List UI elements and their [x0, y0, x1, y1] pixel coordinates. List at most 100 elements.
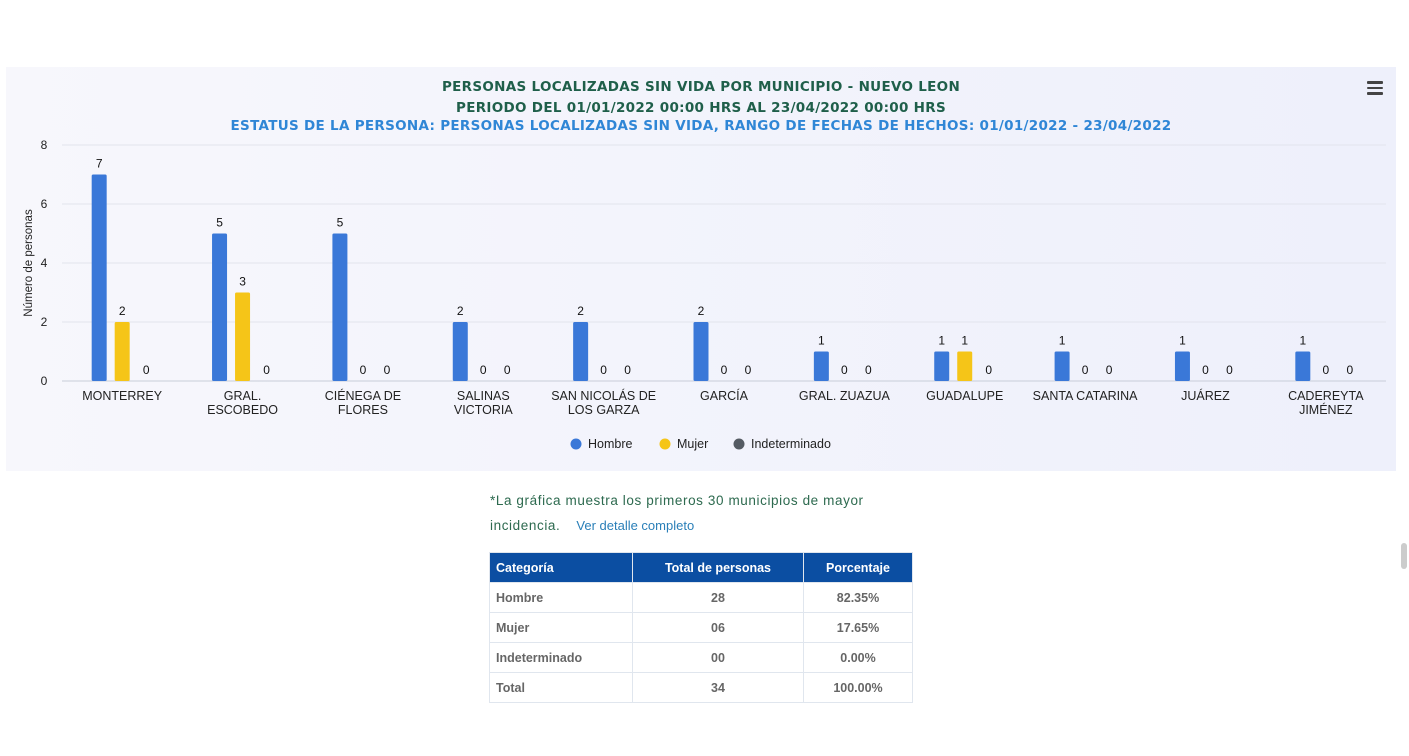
- legend-label: Hombre: [588, 437, 633, 451]
- x-tick-label: GARCÍA: [700, 388, 749, 403]
- y-tick-label: 0: [41, 374, 48, 388]
- legend-marker-hombre: [570, 438, 582, 450]
- data-label: 0: [1346, 363, 1353, 377]
- data-label: 0: [143, 363, 150, 377]
- summary-table: Categoría Total de personas Porcentaje H…: [489, 552, 913, 703]
- data-label: 0: [624, 363, 631, 377]
- cell: 0.00%: [803, 642, 913, 673]
- cell: Mujer: [489, 612, 633, 643]
- data-label: 1: [1299, 334, 1306, 348]
- header-porcentaje: Porcentaje: [803, 552, 913, 583]
- x-tick-label: VICTORIA: [454, 403, 513, 417]
- bar-hombre: [573, 322, 589, 381]
- cell: 00: [632, 642, 804, 673]
- data-label: 0: [1202, 363, 1209, 377]
- cell: Indeterminado: [489, 642, 633, 673]
- table-row: Total 34 100.00%: [489, 672, 913, 703]
- data-label: 0: [384, 363, 391, 377]
- bar-hombre: [452, 322, 468, 381]
- data-label: 0: [865, 363, 872, 377]
- data-label: 7: [96, 157, 103, 171]
- cell: 06: [632, 612, 804, 643]
- cell: 100.00%: [803, 672, 913, 703]
- x-tick-label: JIMÉNEZ: [1299, 402, 1353, 417]
- chart-menu-button[interactable]: [1364, 78, 1386, 98]
- bar-hombre: [934, 351, 950, 381]
- data-label: 2: [577, 304, 584, 318]
- x-tick-label: SAN NICOLÁS DE: [551, 388, 656, 403]
- bar-hombre: [91, 174, 107, 381]
- data-label: 1: [961, 334, 968, 348]
- data-label: 1: [1179, 334, 1186, 348]
- x-tick-label: ESCOBEDO: [207, 403, 278, 417]
- data-label: 5: [337, 216, 344, 230]
- hamburger-line: [1367, 92, 1383, 95]
- x-tick-label: MONTERREY: [82, 389, 163, 403]
- legend-marker-indeterminado: [733, 438, 745, 450]
- cell: Total: [489, 672, 633, 703]
- data-label: 1: [938, 334, 945, 348]
- view-details-link[interactable]: Ver detalle completo: [576, 518, 695, 533]
- y-tick-label: 8: [41, 138, 48, 152]
- x-tick-label: SANTA CATARINA: [1033, 389, 1139, 403]
- data-label: 5: [216, 216, 223, 230]
- bar-chart: PERSONAS LOCALIZADAS SIN VIDA POR MUNICI…: [23, 79, 1386, 451]
- cell: Hombre: [489, 582, 633, 613]
- bar-mujer: [235, 292, 251, 381]
- bar-hombre: [1295, 351, 1311, 381]
- data-label: 3: [239, 275, 246, 289]
- x-tick-label: CADEREYTA: [1288, 389, 1364, 403]
- data-label: 0: [745, 363, 752, 377]
- x-tick-label: GRAL. ZUAZUA: [799, 389, 891, 403]
- data-label: 1: [818, 334, 825, 348]
- bar-hombre: [1054, 351, 1070, 381]
- data-label: 0: [721, 363, 728, 377]
- data-label: 1: [1059, 334, 1066, 348]
- chart-note: *La gráfica muestra los primeros 30 muni…: [490, 488, 920, 538]
- bar-hombre: [332, 233, 348, 381]
- table-row: Hombre 28 82.35%: [489, 582, 913, 613]
- bar-hombre: [212, 233, 228, 381]
- note-text: *La gráfica muestra los primeros 30 muni…: [490, 493, 864, 533]
- bar-hombre: [1174, 351, 1190, 381]
- data-label: 0: [1106, 363, 1113, 377]
- chart-subtitle-status: ESTATUS DE LA PERSONA: PERSONAS LOCALIZA…: [231, 118, 1172, 134]
- scrollbar-thumb[interactable]: [1401, 543, 1407, 569]
- bar-mujer: [957, 351, 973, 381]
- table-row: Indeterminado 00 0.00%: [489, 642, 913, 673]
- cell: 28: [632, 582, 804, 613]
- cell: 34: [632, 672, 804, 703]
- bar-hombre: [813, 351, 829, 381]
- chart-panel: [6, 67, 1396, 471]
- table-row: Mujer 06 17.65%: [489, 612, 913, 643]
- x-tick-label: CIÉNEGA DE: [325, 388, 401, 403]
- data-label: 0: [841, 363, 848, 377]
- legend-label: Mujer: [677, 437, 708, 451]
- bar-hombre: [693, 322, 709, 381]
- y-axis-label: Número de personas: [23, 209, 35, 317]
- cell: 82.35%: [803, 582, 913, 613]
- chart-subtitle: PERIODO DEL 01/01/2022 00:00 HRS AL 23/0…: [456, 100, 946, 116]
- data-label: 2: [457, 304, 464, 318]
- legend-marker-mujer: [659, 438, 671, 450]
- x-tick-label: SALINAS: [457, 389, 510, 403]
- header-categoria: Categoría: [489, 552, 633, 583]
- data-label: 0: [504, 363, 511, 377]
- data-label: 0: [480, 363, 487, 377]
- legend-label: Indeterminado: [751, 437, 831, 451]
- y-tick-label: 6: [41, 197, 48, 211]
- hamburger-icon: [1367, 81, 1383, 84]
- x-tick-label: JUÁREZ: [1181, 388, 1230, 403]
- data-label: 2: [119, 304, 126, 318]
- data-label: 0: [985, 363, 992, 377]
- x-tick-label: FLORES: [338, 403, 388, 417]
- hamburger-line: [1367, 86, 1383, 89]
- data-label: 0: [360, 363, 367, 377]
- x-tick-label: GRAL.: [224, 389, 262, 403]
- chart-title: PERSONAS LOCALIZADAS SIN VIDA POR MUNICI…: [442, 79, 960, 95]
- y-tick-label: 2: [41, 315, 48, 329]
- x-tick-label: GUADALUPE: [926, 389, 1003, 403]
- data-label: 0: [1082, 363, 1089, 377]
- data-label: 0: [1226, 363, 1233, 377]
- cell: 17.65%: [803, 612, 913, 643]
